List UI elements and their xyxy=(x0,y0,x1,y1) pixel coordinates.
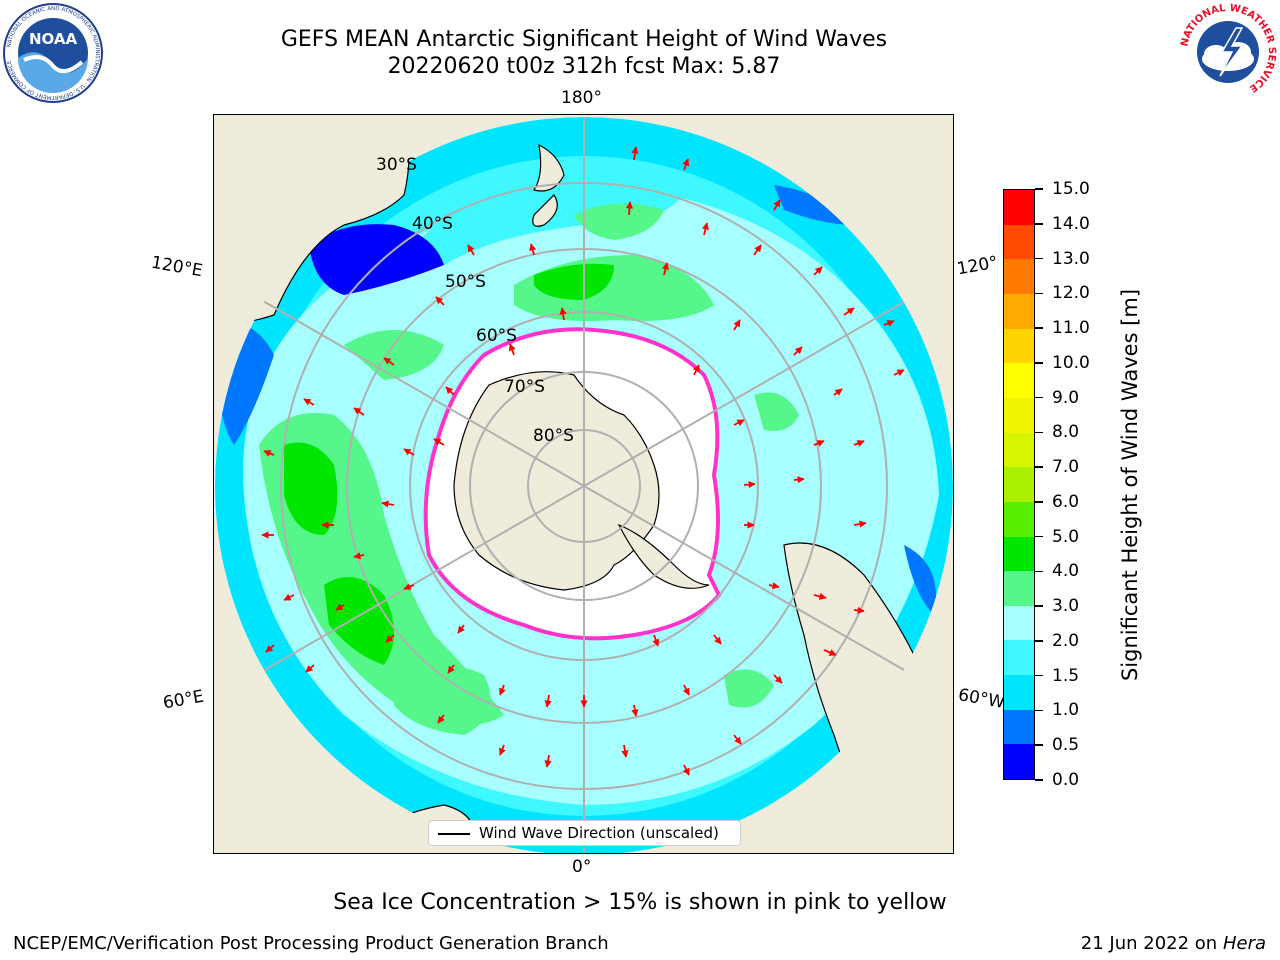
colorbar-tick-label: 5.0 xyxy=(1052,526,1080,547)
colorbar-tick xyxy=(1035,396,1043,399)
chart-title: GEFS MEAN Antarctic Significant Height o… xyxy=(280,27,888,52)
colorbar-tick xyxy=(1035,640,1043,642)
colorbar-segment xyxy=(1004,571,1034,606)
colorbar-segment xyxy=(1004,294,1034,329)
lat-label-60s: 60°S xyxy=(476,326,517,346)
colorbar-tick xyxy=(1035,674,1043,677)
colorbar-tick-label: 14.0 xyxy=(1052,213,1090,234)
colorbar-tick-label: 6.0 xyxy=(1052,491,1080,512)
colorbar-tick-label: 10.0 xyxy=(1052,352,1090,373)
polar-map-canvas: 30°S 40°S 50°S 60°S 70°S 80°S xyxy=(214,115,953,853)
colorbar-tick xyxy=(1035,223,1043,225)
legend-line-sample xyxy=(438,833,470,835)
colorbar-tick xyxy=(1035,292,1043,295)
colorbar xyxy=(1003,189,1035,780)
lat-label-80s: 80°S xyxy=(533,426,574,446)
colorbar-tick-label: 3.0 xyxy=(1052,596,1080,617)
colorbar-segment xyxy=(1004,363,1034,398)
footer-date: 21 Jun 2022 on xyxy=(1080,933,1218,954)
noaa-logo: NATIONAL OCEANIC AND ATMOSPHERIC ADMINIS… xyxy=(3,3,103,103)
colorbar-segment xyxy=(1004,744,1034,779)
nws-logo: NATIONAL WEATHER SERVICE xyxy=(1179,3,1277,100)
colorbar-tick-label: 13.0 xyxy=(1052,248,1090,269)
sea-ice-note: Sea Ice Concentration > 15% is shown in … xyxy=(333,890,947,915)
footer-credit: NCEP/EMC/Verification Post Processing Pr… xyxy=(13,933,609,954)
lat-label-30s: 30°S xyxy=(376,155,417,175)
colorbar-tick-label: 1.5 xyxy=(1052,665,1080,686)
colorbar-tick-label: 9.0 xyxy=(1052,387,1080,408)
lon-label-120w: 120° xyxy=(955,252,1000,280)
colorbar-title: Significant Height of Wind Waves [m] xyxy=(1118,288,1142,682)
colorbar-tick-label: 2.0 xyxy=(1052,630,1080,651)
chart-subtitle-run-info: 20220620 t00z 312h fcst Max: 5.87 xyxy=(387,54,781,79)
colorbar-segment xyxy=(1004,397,1034,433)
land-antarctic-peninsula xyxy=(617,523,710,589)
lon-label-0: 0° xyxy=(572,857,592,877)
lon-label-60w: 60°W xyxy=(956,685,1007,713)
svg-text:NOAA: NOAA xyxy=(29,30,78,48)
calm-region-australia xyxy=(309,224,444,295)
colorbar-segment xyxy=(1004,467,1034,502)
colorbar-tick-label: 7.0 xyxy=(1052,457,1080,478)
polar-map: 30°S 40°S 50°S 60°S 70°S 80°S Wind Wave … xyxy=(213,114,954,854)
colorbar-tick-label: 11.0 xyxy=(1052,318,1090,339)
colorbar-tick-label: 0.0 xyxy=(1052,770,1080,790)
colorbar-segment xyxy=(1004,675,1034,710)
footer-timestamp: 21 Jun 2022 on Hera xyxy=(1081,933,1266,954)
colorbar-tick xyxy=(1035,501,1043,503)
wave-direction-arrows xyxy=(261,146,905,776)
colorbar-segment xyxy=(1004,432,1034,468)
colorbar-tick-label: 8.0 xyxy=(1052,422,1080,443)
colorbar-tick-label: 12.0 xyxy=(1052,283,1090,304)
colorbar-segment xyxy=(1004,328,1034,364)
colorbar-segment xyxy=(1004,640,1034,676)
colorbar-tick xyxy=(1035,535,1043,538)
lat-label-40s: 40°S xyxy=(412,214,453,234)
lon-label-60e: 60°E xyxy=(161,686,206,714)
lon-label-180: 180° xyxy=(561,88,602,108)
colorbar-tick xyxy=(1035,431,1043,434)
colorbar-segment xyxy=(1004,536,1034,572)
latitude-labels: 30°S 40°S 50°S 60°S 70°S 80°S xyxy=(376,155,574,446)
colorbar-tick xyxy=(1035,257,1043,260)
colorbar-tick-label: 4.0 xyxy=(1052,561,1080,582)
graticule xyxy=(215,117,953,853)
colorbar-tick xyxy=(1035,605,1043,607)
colorbar-tick xyxy=(1035,327,1043,329)
colorbar-tick xyxy=(1035,188,1043,190)
colorbar-segment xyxy=(1004,501,1034,537)
colorbar-tick-label: 15.0 xyxy=(1052,179,1090,199)
lat-label-70s: 70°S xyxy=(504,377,545,397)
wave-height-field xyxy=(215,117,953,853)
colorbar-tick xyxy=(1035,779,1043,781)
land-antarctica xyxy=(453,371,660,591)
map-legend: Wind Wave Direction (unscaled) xyxy=(428,820,741,846)
colorbar-segment xyxy=(1004,224,1034,260)
colorbar-tick xyxy=(1035,744,1043,746)
legend-label: Wind Wave Direction (unscaled) xyxy=(479,824,719,842)
colorbar-tick xyxy=(1035,570,1043,573)
colorbar-segment xyxy=(1004,709,1034,745)
colorbar-tick-label: 0.5 xyxy=(1052,735,1080,756)
colorbar-tick xyxy=(1035,466,1043,468)
colorbar-tick xyxy=(1035,709,1043,712)
colorbar-segment xyxy=(1004,605,1034,641)
colorbar-tick-label: 1.0 xyxy=(1052,700,1080,721)
colorbar-tick xyxy=(1035,362,1043,364)
lon-label-120e: 120°E xyxy=(149,252,205,282)
colorbar-segment xyxy=(1004,259,1034,295)
lat-label-50s: 50°S xyxy=(445,272,486,292)
footer-host: Hera xyxy=(1222,933,1266,954)
colorbar-segment xyxy=(1004,190,1034,225)
